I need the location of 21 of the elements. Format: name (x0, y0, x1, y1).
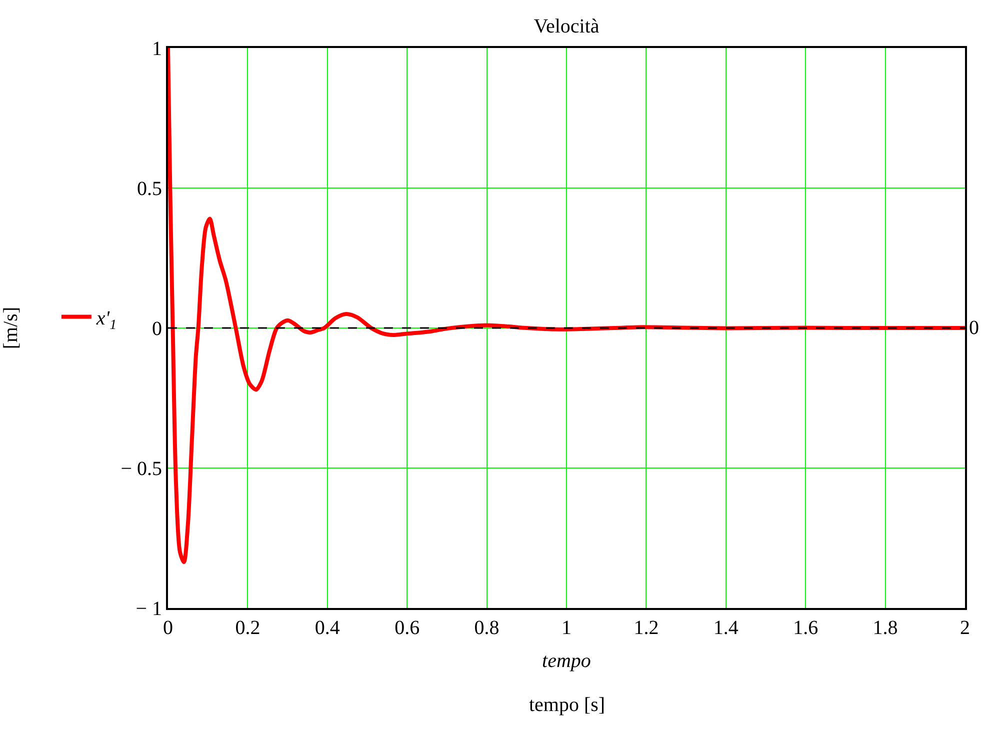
y-tick-label: 0.5 (137, 178, 162, 200)
x-tick-label: 0.8 (474, 617, 500, 639)
x-tick-label: 1.8 (872, 617, 898, 639)
x-tick-label: 0.4 (314, 617, 340, 639)
y-tick-label: 1 (152, 38, 162, 60)
x-tick-label: 1.4 (713, 617, 738, 639)
x-axis-title: tempo (542, 650, 591, 672)
y-tick-label: − 1 (136, 598, 162, 620)
x-tick-label: 1.2 (634, 617, 659, 639)
legend-label: x'$_{1}$ (95, 308, 117, 333)
y-axis-title: [m/s] (0, 306, 22, 350)
text: tempo [s] (529, 694, 606, 716)
x-tick-label: 1.6 (793, 617, 818, 639)
x-tick-label: 2 (960, 617, 970, 639)
y-tick-label: 0 (152, 318, 162, 340)
x-tick-label: 0.6 (394, 617, 420, 639)
x-tick-label: 1 (562, 617, 572, 639)
y-tick-label: − 0.5 (120, 458, 162, 480)
ref-line-label: 0 (969, 317, 979, 339)
x-tick-label: 0.2 (235, 617, 260, 639)
chart-title: Velocità (534, 15, 600, 38)
